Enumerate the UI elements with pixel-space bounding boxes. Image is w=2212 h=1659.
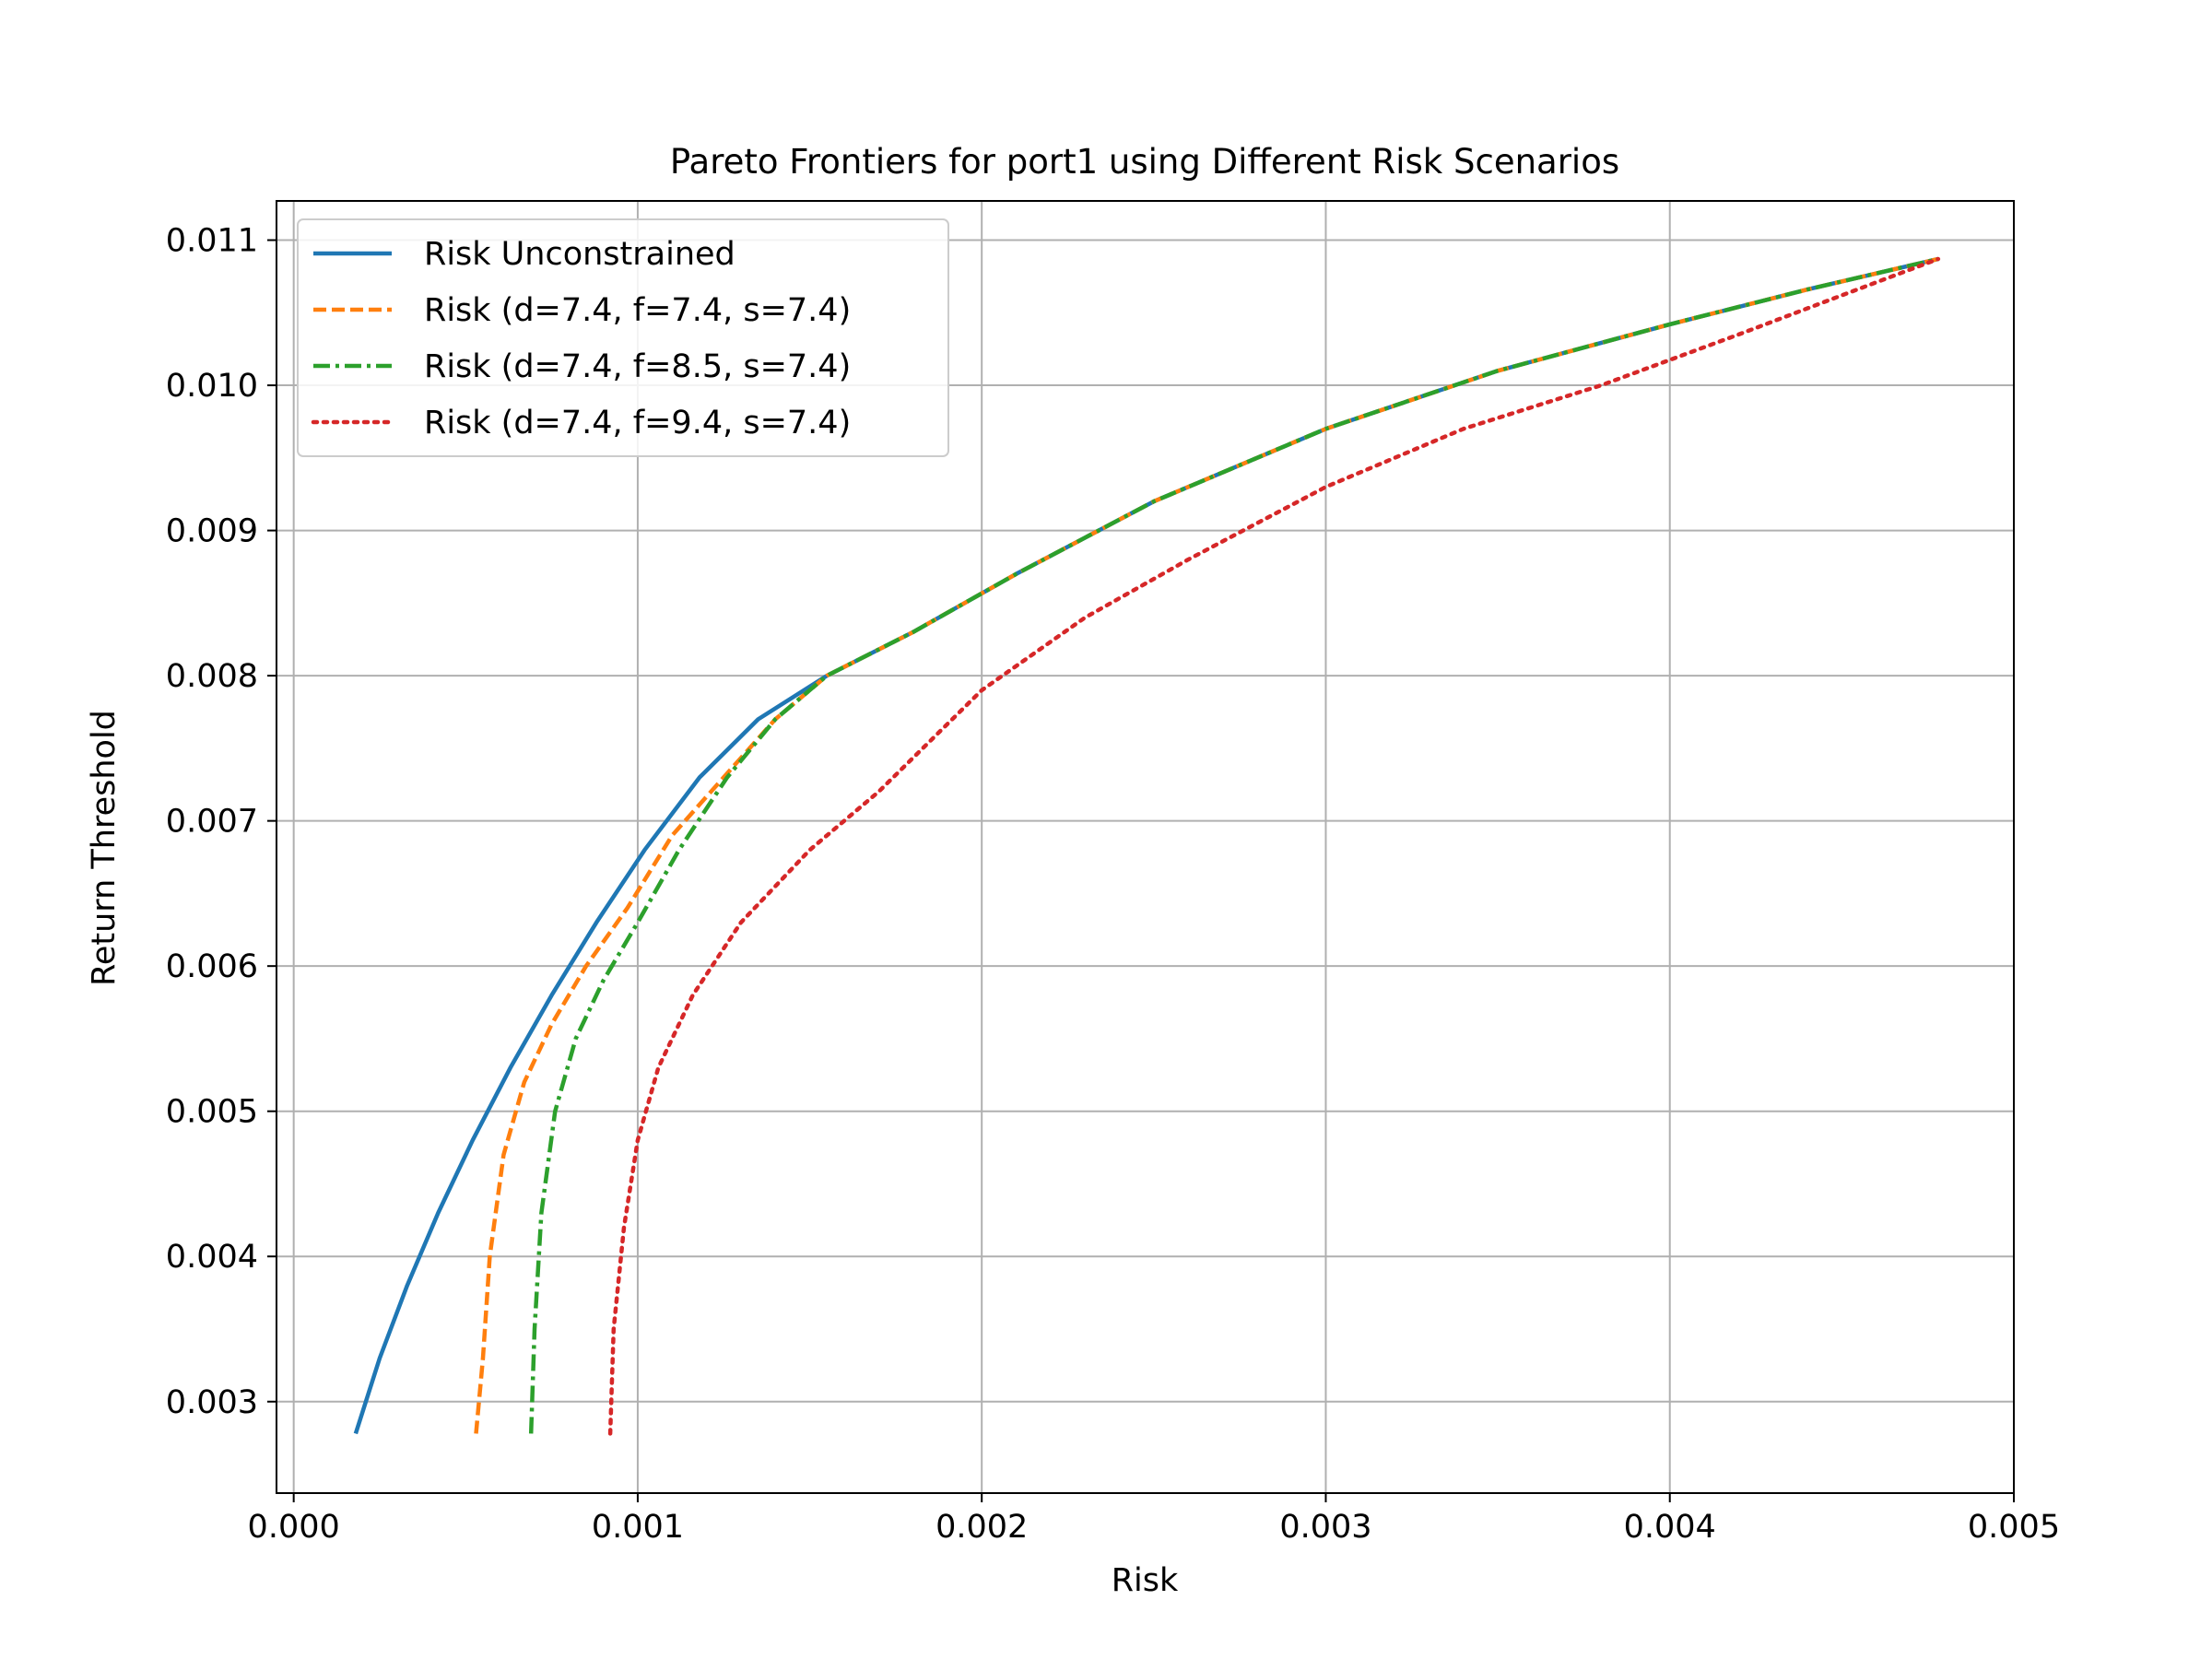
y-axis-label: Return Threshold <box>86 710 123 986</box>
x-axis-ticks: 0.000 0.001 0.002 0.003 0.004 0.005 <box>248 1493 2060 1546</box>
x-tick-label: 0.000 <box>248 1509 340 1546</box>
x-tick-label: 0.004 <box>1624 1509 1716 1546</box>
legend-label-1: Risk Unconstrained <box>424 236 735 273</box>
legend-box <box>297 218 949 457</box>
y-tick-label: 0.010 <box>166 368 258 405</box>
series-line-4 <box>607 256 1941 1436</box>
x-tick-label: 0.002 <box>935 1509 1028 1546</box>
plot-frame <box>276 200 2015 1494</box>
y-axis-ticks: 0.003 0.004 0.005 0.006 0.007 0.008 0.009 0.010… <box>166 223 276 1421</box>
y-tick-label: 0.004 <box>166 1239 258 1276</box>
grid <box>276 201 2015 1493</box>
chart-title: Pareto Frontiers for port1 using Differe… <box>670 142 1619 182</box>
y-tick-label: 0.006 <box>166 948 258 985</box>
x-tick-label: 0.003 <box>1279 1509 1371 1546</box>
y-tick-label: 0.008 <box>166 658 258 695</box>
y-tick-label: 0.007 <box>166 804 258 841</box>
series-lines <box>353 256 1941 1436</box>
x-tick-label: 0.005 <box>1968 1509 2060 1546</box>
series-line-3 <box>528 256 1939 1434</box>
legend: Risk Unconstrained Risk (d=7.4, f=7.4, s=… <box>297 218 949 457</box>
y-tick-label: 0.009 <box>166 513 258 550</box>
legend-label-2: Risk (d=7.4, f=7.4, s=7.4) <box>424 292 851 329</box>
y-tick-label: 0.011 <box>166 223 258 260</box>
x-tick-label: 0.001 <box>592 1509 684 1546</box>
legend-label-3: Risk (d=7.4, f=8.5, s=7.4) <box>424 348 851 385</box>
x-axis-label: Risk <box>1112 1562 1179 1599</box>
legend-label-4: Risk (d=7.4, f=9.4, s=7.4) <box>424 405 851 441</box>
y-tick-label: 0.005 <box>166 1094 258 1131</box>
series-line-2 <box>474 256 1939 1434</box>
y-tick-label: 0.003 <box>166 1384 258 1421</box>
